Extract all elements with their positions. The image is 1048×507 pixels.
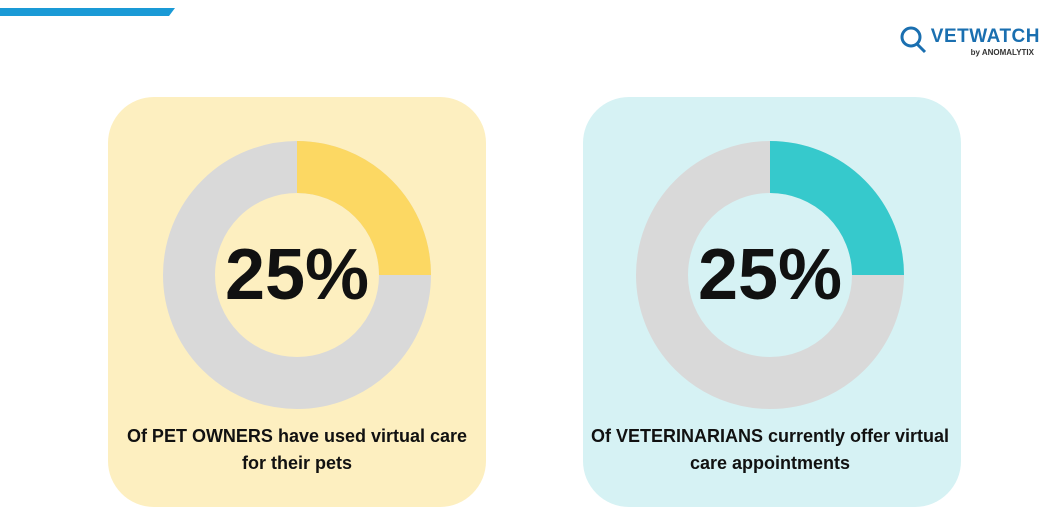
donut-segment [769, 141, 904, 276]
value-label: 25% [698, 235, 842, 315]
caption: Of VETERINARIANS currently offer virtual… [590, 426, 950, 473]
logo-icon-handle [915, 42, 927, 54]
logo-name: VETWATCH [930, 26, 1040, 47]
logo-byline: by ANOMALYTIX [970, 48, 1034, 57]
accent-bar [0, 8, 175, 16]
caption: Of PET OWNERS have used virtual care for… [126, 426, 468, 473]
logo: VETWATCH by ANOMALYTIX [931, 26, 1040, 57]
logo-icon [900, 26, 922, 48]
donut-segment [296, 141, 431, 276]
value-label: 25% [225, 235, 369, 315]
